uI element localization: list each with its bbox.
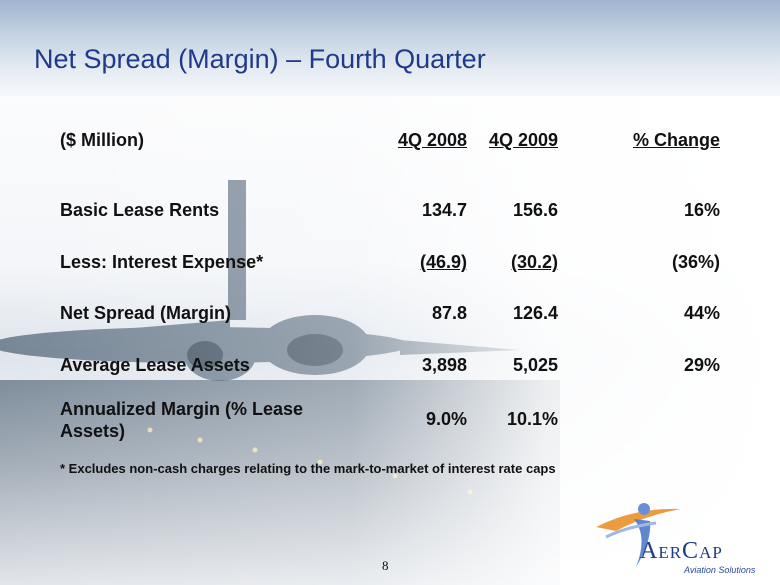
header-4q2009: 4Q 2009 — [488, 130, 558, 150]
cell-average-lease-assets-change: 29% — [683, 355, 720, 375]
cell-basic-lease-rents-2009: 156.6 — [512, 200, 558, 220]
logo-wordmark: AerCap — [640, 538, 723, 564]
cell-annualized-margin-2009: 10.1% — [506, 409, 558, 429]
row-label-net-spread: Net Spread (Margin) — [60, 303, 232, 323]
row-label-annualized-margin-line1: Annualized Margin (% Lease — [60, 399, 304, 419]
cell-interest-expense-change: (36%) — [671, 252, 720, 272]
row-label-average-lease-assets: Average Lease Assets — [60, 355, 250, 375]
cell-average-lease-assets-2009: 5,025 — [512, 355, 558, 375]
header-band — [0, 0, 780, 96]
footnote: * Excludes non-cash charges relating to … — [60, 461, 556, 476]
logo-tagline: Aviation Solutions — [684, 565, 756, 575]
swoosh-figure-icon — [596, 503, 681, 567]
cell-annualized-margin-2008: 9.0% — [425, 409, 467, 429]
header-pct-change: % Change — [632, 130, 720, 150]
row-label-basic-lease-rents: Basic Lease Rents — [60, 200, 220, 220]
cell-average-lease-assets-2008: 3,898 — [421, 355, 467, 375]
cell-basic-lease-rents-change: 16% — [683, 200, 720, 220]
header-label: ($ Million) — [60, 130, 144, 150]
page-number: 8 — [382, 558, 389, 573]
header-4q2008: 4Q 2008 — [397, 130, 467, 150]
slide-title: Net Spread (Margin) – Fourth Quarter — [34, 44, 486, 74]
cell-net-spread-2008: 87.8 — [431, 303, 467, 323]
cell-net-spread-2009: 126.4 — [512, 303, 558, 323]
row-label-interest-expense: Less: Interest Expense* — [60, 252, 264, 272]
cell-net-spread-change: 44% — [683, 303, 720, 323]
cell-basic-lease-rents-2008: 134.7 — [421, 200, 467, 220]
cell-interest-expense-2008: (46.9) — [419, 252, 467, 272]
row-label-annualized-margin-line2: Assets) — [60, 421, 126, 441]
cell-interest-expense-2009: (30.2) — [510, 252, 558, 272]
